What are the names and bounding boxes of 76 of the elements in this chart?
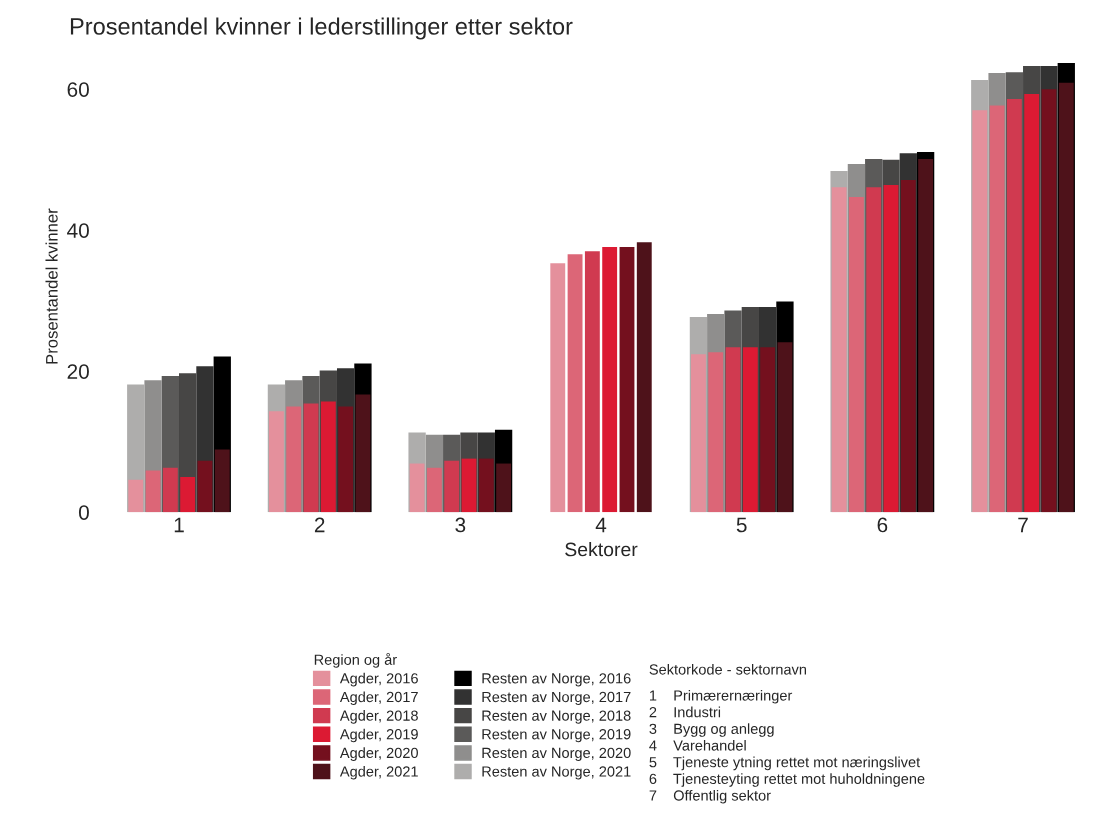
bar [461,458,477,513]
x-tick-label: 7 [1018,517,1028,533]
bar [1041,89,1057,513]
legend-label: Resten av Norge, 2019 [482,729,631,743]
x-tick-label: 5 [736,517,747,533]
y-tick-label: 0 [78,505,89,520]
bar [145,470,161,513]
legend-label: Agder, 2018 [339,710,418,724]
bar [972,110,988,513]
bar [214,449,230,513]
bar [708,352,724,513]
bar [128,479,144,513]
bar [444,460,460,513]
bar [355,394,371,513]
bar [338,406,354,513]
bar [550,263,566,513]
legend-label: Resten av Norge, 2020 [482,747,631,761]
bar [496,463,512,513]
y-tick-label: 40 [67,223,89,238]
bar [883,185,899,513]
x-tick-label: 3 [455,517,466,533]
bar [777,342,793,513]
bar [197,460,213,513]
bar [636,242,652,513]
bar [848,197,864,513]
text: 3 Bygg og anlegg [649,723,774,737]
bar [742,347,758,513]
bar [303,403,319,513]
bar [989,105,1005,513]
bar [567,254,583,513]
bar [584,251,600,513]
legend-label: Resten av Norge, 2016 [482,673,631,687]
text: 7 Offentlig sektor [649,789,771,804]
y-axis-title: Prosentandel kvinner [45,208,58,364]
bar [918,158,934,513]
legend-label: Resten av Norge, 2018 [482,710,631,724]
legend-label: Resten av Norge, 2021 [482,766,631,780]
legend-label: Agder, 2019 [339,728,418,743]
x-tick-label: 6 [877,517,888,533]
bar [760,347,776,513]
bar [602,247,618,513]
legend-label: Resten av Norge, 2017 [482,691,631,706]
text: 1 Primærernæringer [649,689,793,704]
bar [866,187,882,513]
text: Sektorkode - sektornavn [649,663,806,675]
bar [426,467,442,513]
y-tick-label: 20 [67,364,89,379]
bar [409,463,425,513]
bar [478,458,494,513]
bar [831,187,847,513]
bar [690,354,706,513]
x-tick-label: 2 [314,517,325,533]
bar [1024,94,1040,513]
chart-title: Prosentandel kvinner i lederstillinger etter sektor [70,17,573,40]
text: 6 Tjenesteyting rettet mot huholdningene [649,773,925,787]
text: 5 Tjeneste ytning rettet mot næringslivet [649,756,921,771]
bar [286,406,302,513]
bar [1006,99,1022,513]
bar [619,247,635,513]
legend-label: Agder, 2017 [339,691,418,706]
x-tick-label: 1 [174,517,184,533]
legend-title: Region og år [314,652,397,668]
legend-label: Agder, 2020 [339,747,418,761]
text: 4 Varehandel [649,739,746,751]
x-axis-title: Sektorer [565,542,638,557]
bar [268,411,284,513]
y-tick-label: 60 [67,82,89,97]
bar [162,467,178,513]
bar [725,347,741,513]
legend-label: Agder, 2016 [339,672,418,687]
bar [180,476,196,513]
legend-label: Agder, 2021 [339,765,418,780]
x-tick-label: 4 [595,517,607,533]
text: 2 Industri [649,706,721,718]
bar [900,180,916,513]
bar [320,401,336,513]
